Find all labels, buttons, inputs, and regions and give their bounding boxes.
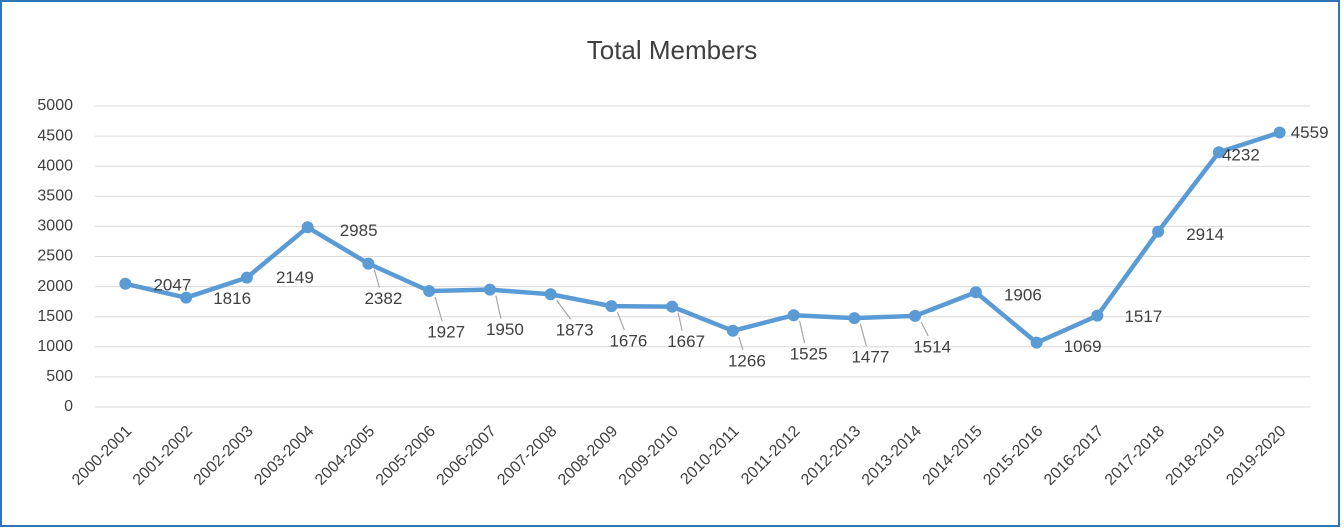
y-tick-label: 2000	[37, 278, 73, 295]
point	[483, 283, 496, 296]
data-label: 2047	[153, 275, 191, 294]
leader-line	[799, 321, 806, 344]
data-label: 1477	[851, 348, 889, 367]
point	[787, 309, 800, 322]
point	[119, 277, 132, 290]
point	[666, 300, 679, 313]
leader-line	[920, 321, 929, 337]
data-label: 1517	[1124, 307, 1162, 326]
data-label: 2149	[276, 268, 314, 287]
y-tick-label: 3500	[37, 188, 73, 205]
data-label: 1873	[556, 321, 594, 340]
y-tick-label: 1500	[37, 308, 73, 325]
point	[1212, 146, 1225, 159]
data-label: 1927	[427, 322, 465, 341]
y-tick-label: 500	[46, 368, 73, 385]
leader-line	[373, 269, 380, 288]
data-label: 4232	[1222, 146, 1260, 165]
data-label: 1676	[609, 332, 647, 351]
data-label: 1667	[667, 332, 705, 351]
point	[969, 286, 982, 299]
point	[726, 324, 739, 337]
point	[1030, 336, 1043, 349]
y-tick-label: 1000	[37, 338, 73, 355]
chart-title: Total Members	[587, 35, 758, 65]
point	[240, 271, 253, 284]
point	[423, 284, 436, 297]
y-tick-label: 5000	[37, 97, 73, 114]
y-tick-label: 0	[64, 398, 73, 415]
leader-line	[738, 336, 744, 350]
data-label: 2382	[364, 289, 402, 308]
data-label: 1266	[728, 351, 766, 370]
point	[544, 288, 557, 301]
y-tick-label: 4500	[37, 127, 73, 144]
data-label: 2914	[1186, 225, 1224, 244]
y-tick-label: 4000	[37, 157, 73, 174]
point	[1152, 225, 1165, 238]
leader-line	[495, 295, 502, 319]
series-line	[124, 130, 1281, 345]
data-label: 4559	[1291, 123, 1329, 142]
leader-line	[616, 311, 625, 331]
y-tick-label: 2500	[37, 248, 73, 265]
point	[362, 257, 375, 270]
leader-line	[677, 312, 683, 331]
data-label: 1069	[1064, 337, 1102, 356]
point	[1091, 309, 1104, 322]
point	[180, 291, 193, 304]
data-label: 2985	[340, 221, 378, 240]
point	[848, 312, 861, 325]
point	[1273, 126, 1286, 139]
data-label: 1525	[790, 345, 828, 364]
point	[605, 300, 618, 313]
data-label: 1816	[213, 289, 251, 308]
leader-line	[434, 296, 443, 322]
y-tick-label: 3000	[37, 218, 73, 235]
data-label: 1950	[486, 320, 524, 339]
data-label: 1906	[1004, 286, 1042, 305]
data-label: 1514	[913, 337, 951, 356]
point	[301, 221, 314, 234]
leader-line	[556, 299, 572, 320]
leader-line	[859, 323, 867, 347]
point	[909, 309, 922, 322]
